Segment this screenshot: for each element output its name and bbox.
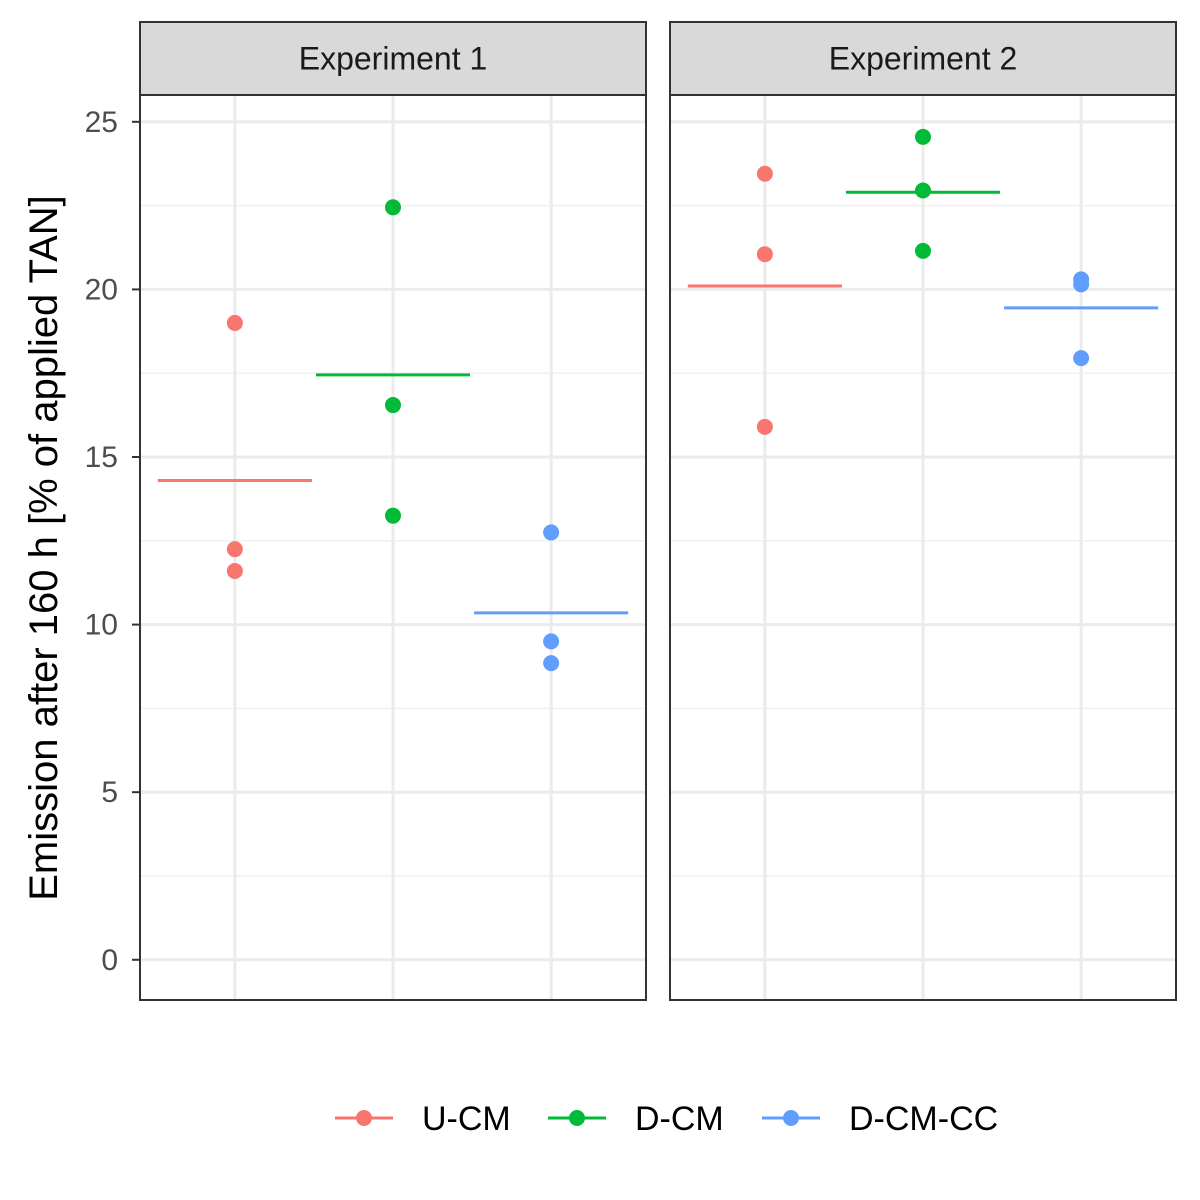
data-point-u-cm bbox=[756, 418, 773, 435]
data-point-d-cm bbox=[915, 182, 931, 199]
y-tick-label: 5 bbox=[101, 776, 118, 809]
legend: U-CM D-CM D-CM-CC bbox=[335, 1100, 998, 1138]
panel-strip bbox=[139, 21, 647, 96]
panel-2: Experiment 2 bbox=[669, 21, 1177, 1001]
y-tick-label: 10 bbox=[85, 609, 118, 642]
panel-strip bbox=[669, 21, 1177, 96]
legend-label: D-CM bbox=[635, 1100, 724, 1138]
y-tick-label: 15 bbox=[85, 441, 118, 474]
data-point-u-cm bbox=[756, 165, 773, 182]
y-axis: 0 5 10 15 20 25 bbox=[85, 106, 140, 977]
legend-item-d-cm-cc: D-CM-CC bbox=[762, 1100, 998, 1138]
data-point-d-cm bbox=[385, 199, 401, 216]
y-tick-label: 25 bbox=[85, 106, 118, 139]
legend-key-point bbox=[356, 1110, 372, 1126]
y-tick-label: 0 bbox=[101, 944, 118, 977]
data-point-d-cm-cc bbox=[543, 524, 560, 541]
y-tick-label: 20 bbox=[85, 273, 118, 306]
legend-item-d-cm: D-CM bbox=[548, 1100, 724, 1138]
panels: Experiment 1 Experiment 2 bbox=[139, 21, 1177, 1001]
panel-1: Experiment 1 bbox=[139, 21, 647, 1001]
y-axis-label: Emission after 160 h [% of applied TAN] bbox=[22, 195, 66, 901]
data-point-u-cm bbox=[226, 562, 243, 579]
legend-key-point bbox=[569, 1110, 585, 1126]
legend-key-point bbox=[783, 1110, 799, 1126]
panel-strip-label: Experiment 2 bbox=[829, 41, 1018, 77]
panel-border bbox=[669, 94, 1177, 1001]
data-point-u-cm bbox=[756, 246, 773, 263]
panel-strip-label: Experiment 1 bbox=[299, 41, 488, 77]
legend-item-u-cm: U-CM bbox=[335, 1100, 511, 1138]
legend-label: D-CM-CC bbox=[849, 1100, 998, 1138]
data-point-d-cm-cc bbox=[543, 633, 560, 650]
data-point-d-cm-cc bbox=[1073, 276, 1090, 293]
data-point-d-cm-cc bbox=[543, 655, 560, 672]
legend-label: U-CM bbox=[422, 1100, 511, 1138]
panel-border bbox=[139, 94, 647, 1001]
data-point-u-cm bbox=[226, 541, 243, 558]
data-point-u-cm bbox=[226, 314, 243, 331]
data-point-d-cm bbox=[385, 397, 401, 414]
data-point-d-cm bbox=[385, 507, 401, 524]
data-point-d-cm-cc bbox=[1073, 350, 1090, 367]
data-point-d-cm bbox=[915, 242, 931, 259]
data-point-d-cm bbox=[915, 128, 931, 145]
